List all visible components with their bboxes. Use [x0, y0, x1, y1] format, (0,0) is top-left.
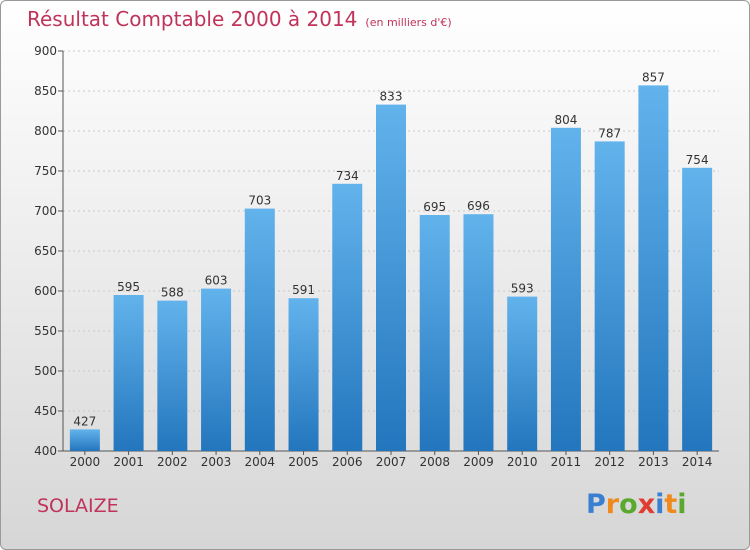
bar-value-label: 804: [554, 113, 577, 127]
logo-letter: P: [586, 489, 606, 520]
x-tick-label: 2010: [507, 455, 538, 469]
logo-letter: i: [655, 489, 665, 520]
x-tick-label: 2001: [113, 455, 144, 469]
bar: [638, 85, 669, 452]
bar: [594, 141, 625, 451]
y-tick-label: 800: [34, 124, 57, 138]
bar: [376, 104, 406, 451]
x-tick-label: 2007: [376, 455, 407, 469]
bar: [288, 298, 319, 451]
bar-value-label: 595: [117, 280, 140, 294]
logo-letter: t: [664, 489, 678, 520]
bar: [507, 296, 538, 451]
chart-subtitle: (en milliers d'€): [365, 16, 452, 29]
bar-value-label: 857: [642, 70, 665, 84]
bar: [332, 183, 363, 452]
x-tick-label: 2012: [594, 455, 625, 469]
bar-value-label: 696: [467, 199, 490, 213]
y-tick-label: 850: [34, 84, 57, 98]
x-tick-label: 2000: [70, 455, 101, 469]
y-tick-label: 600: [34, 284, 57, 298]
y-tick-label: 700: [34, 204, 57, 218]
proxiti-logo: Proxiti: [586, 489, 687, 520]
y-tick-label: 650: [34, 244, 57, 258]
bar: [463, 214, 494, 451]
y-tick-label: 450: [34, 404, 57, 418]
bar-value-label: 591: [292, 283, 315, 297]
x-tick-label: 2006: [332, 455, 363, 469]
y-tick-label: 400: [34, 444, 57, 458]
y-tick-label: 750: [34, 164, 57, 178]
logo-letter: o: [619, 489, 638, 520]
bar-value-label: 588: [161, 286, 184, 300]
logo-letter: r: [605, 489, 620, 520]
x-tick-label: 2003: [201, 455, 232, 469]
bar-value-label: 703: [248, 194, 271, 208]
x-tick-label: 2013: [638, 455, 669, 469]
bar-value-label: 695: [423, 200, 446, 214]
x-tick-label: 2014: [682, 455, 713, 469]
bar: [69, 429, 100, 451]
bar-value-label: 427: [73, 414, 96, 428]
bar: [157, 300, 188, 451]
x-tick-label: 2002: [157, 455, 188, 469]
x-tick-label: 2008: [419, 455, 450, 469]
x-tick-label: 2009: [463, 455, 494, 469]
bar: [550, 127, 581, 452]
x-tick-label: 2005: [288, 455, 319, 469]
y-tick-label: 500: [34, 364, 57, 378]
y-tick-label: 550: [34, 324, 57, 338]
bar-value-label: 734: [336, 169, 359, 183]
y-tick-label: 900: [34, 44, 57, 58]
bar: [113, 295, 144, 451]
city-label: SOLAIZE: [37, 495, 119, 517]
bar: [201, 288, 232, 451]
bar-value-label: 754: [686, 153, 709, 167]
bar-value-label: 833: [380, 90, 403, 104]
bar-value-label: 593: [511, 282, 534, 296]
x-tick-label: 2004: [245, 455, 276, 469]
bar: [419, 215, 450, 451]
chart-title: Résultat Comptable 2000 à 2014 (en millie…: [27, 7, 452, 31]
x-tick-label: 2011: [551, 455, 582, 469]
bar-value-label: 787: [598, 126, 621, 140]
bar-value-label: 603: [205, 274, 228, 288]
bar: [244, 208, 275, 451]
bar: [682, 167, 713, 452]
logo-letter: x: [637, 489, 656, 520]
logo-letter: i: [677, 489, 687, 520]
